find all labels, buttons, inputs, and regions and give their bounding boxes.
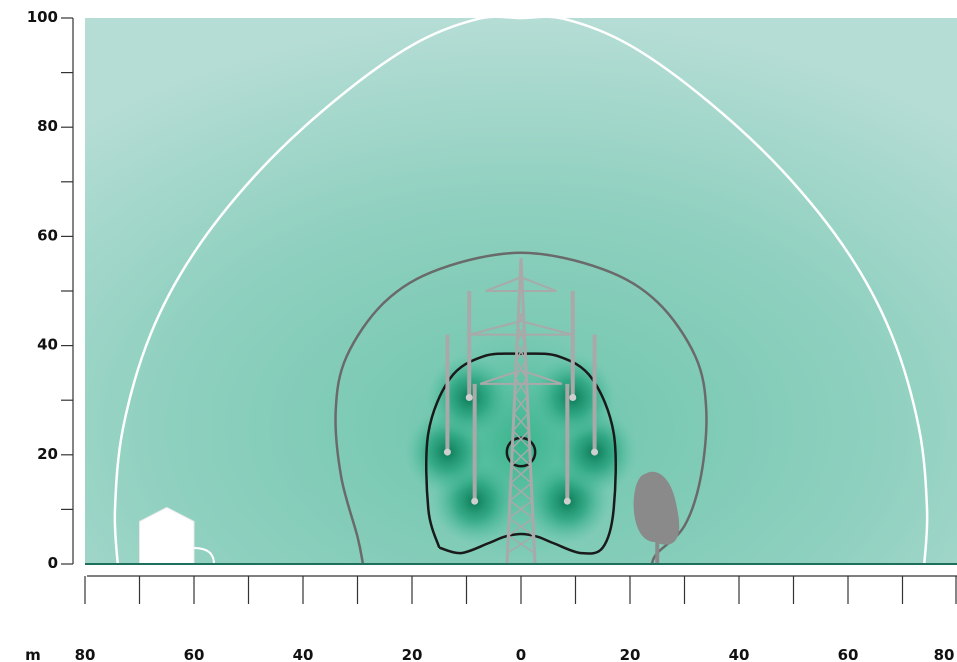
contour-inner [425, 352, 617, 555]
scene-objects [139, 258, 680, 565]
x-tick-label: 0 [516, 646, 526, 662]
tower-crossarm [479, 369, 563, 385]
transmission-tower-icon [443, 258, 599, 565]
tower-crossarm [485, 276, 557, 292]
x-tick-label: 80 [934, 646, 955, 662]
x-tick-label: 20 [402, 646, 423, 662]
conductor [591, 448, 599, 456]
house-contour-edge [193, 547, 215, 565]
tower-frame [505, 258, 537, 565]
x-unit-label: m [25, 646, 41, 662]
tower-crossarm [468, 319, 574, 336]
y-tick-label: 60 [37, 226, 58, 244]
x-tick-label: 80 [75, 646, 96, 662]
conductor [569, 393, 577, 401]
contour-outer [113, 15, 929, 565]
conductor [443, 448, 451, 456]
conductor [471, 497, 479, 505]
contour-core [505, 436, 537, 468]
y-tick-label: 80 [37, 117, 58, 135]
y-tick-label: 20 [37, 445, 58, 463]
x-tick-label: 40 [293, 646, 314, 662]
y-tick-label: 40 [37, 336, 58, 354]
tree-icon [633, 471, 680, 545]
x-tick-label: 60 [184, 646, 205, 662]
field-contours [113, 15, 929, 565]
axes: 0 20 40 60 80 100 80 60 40 20 0 20 40 60 80 m [25, 8, 957, 662]
contour-middle [334, 251, 708, 565]
x-tick-label: 40 [729, 646, 750, 662]
y-tick-label: 100 [27, 8, 58, 26]
x-tick-label: 60 [838, 646, 859, 662]
conductor [563, 497, 571, 505]
y-tick-label: 0 [48, 554, 58, 572]
x-tick-label: 20 [620, 646, 641, 662]
conductor [465, 393, 473, 401]
